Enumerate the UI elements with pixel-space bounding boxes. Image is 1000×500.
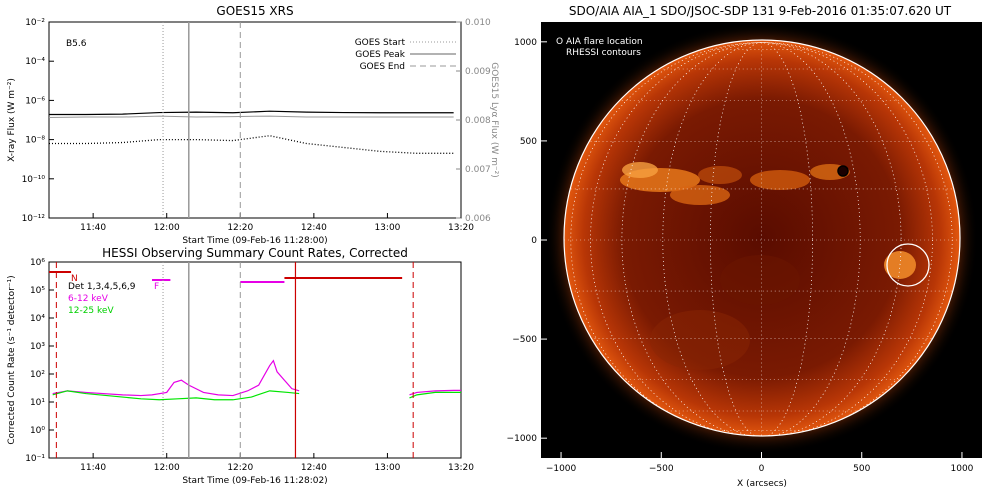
longitude-line xyxy=(570,42,953,436)
aia-y-tick-label: −500 xyxy=(512,335,537,345)
aia-title: SDO/AIA AIA_1 SDO/JSOC-SDP 131 9-Feb-201… xyxy=(569,4,952,18)
longitude-line xyxy=(590,42,933,436)
hessi-y-ticks: 10⁶ 10⁵ 10⁴ 10³ 10² 10¹ 10⁰ 10⁻¹ xyxy=(25,258,54,464)
goes-short-channel-line xyxy=(49,135,454,154)
goes-long-channel-line xyxy=(49,110,454,116)
aia-x-tick-label: 1000 xyxy=(951,464,974,474)
goes-x-ticks: 11:40 12:00 12:20 12:40 13:00 13:20 xyxy=(80,213,474,233)
hessi-x-tick-label: 13:20 xyxy=(448,463,474,473)
hessi-y-tick-label: 10⁵ xyxy=(30,286,45,296)
goes-y2-axis-label: GOES15 Lyα Flux (W m⁻²) xyxy=(489,62,499,178)
hessi-y-tick-label: 10⁶ xyxy=(30,258,45,268)
hessi-flare-flag: F xyxy=(154,282,159,292)
hessi-title: HESSI Observing Summary Count Rates, Cor… xyxy=(102,246,408,260)
goes-x-tick-label: 13:20 xyxy=(448,223,474,233)
legend-12-25-kev: 12-25 keV xyxy=(68,306,114,316)
hessi-plot-frame xyxy=(48,261,462,459)
legend-goes-peak: GOES Peak xyxy=(355,50,405,60)
aia-flare-location-marker xyxy=(837,165,849,177)
hessi-series-line xyxy=(409,389,461,396)
legend-6-12-kev: 6-12 keV xyxy=(68,294,109,304)
hessi-y-tick-label: 10² xyxy=(30,370,45,380)
goes-y2-tick-label: 0.008 xyxy=(465,116,491,126)
goes-y2-tick-label: 0.009 xyxy=(465,67,491,77)
aia-y-tick-label: 500 xyxy=(520,137,537,147)
hessi-x-tick-label: 12:40 xyxy=(301,463,327,473)
goes-title: GOES15 XRS xyxy=(216,4,293,18)
aia-y-ticks: 1000 500 0 −500 −1000 xyxy=(507,38,547,444)
goes-y2-tick-label: 0.006 xyxy=(465,214,491,224)
goes-y-tick-label: 10⁻⁸ xyxy=(25,136,45,146)
longitude-line xyxy=(621,42,902,436)
goes-x-axis-label: Start Time (09-Feb-16 11:28:00) xyxy=(182,236,327,246)
aia-y-tick-label: 0 xyxy=(531,236,537,246)
hessi-legend: Det 1,3,4,5,6,9 6-12 keV 12-25 keV xyxy=(68,282,136,316)
hessi-y-tick-label: 10⁻¹ xyxy=(25,454,45,464)
goes-panel: GOES15 XRS 10⁻² 10⁻⁴ 10⁻⁶ 10⁻⁸ 10⁻¹⁰ 10⁻¹² 0.… xyxy=(7,4,499,246)
hessi-x-axis-label: Start Time (09-Feb-16 11:28:02) xyxy=(182,476,327,486)
goes-legend: GOES Start GOES Peak GOES End xyxy=(355,38,456,72)
hessi-x-tick-label: 12:20 xyxy=(227,463,253,473)
goes-x-tick-label: 12:00 xyxy=(154,223,180,233)
aia-x-ticks: −1000 −500 0 500 1000 xyxy=(546,452,974,474)
aia-sun-image xyxy=(546,22,978,454)
legend-goes-end: GOES End xyxy=(360,62,405,72)
goes-y-tick-label: 10⁻⁴ xyxy=(25,57,45,67)
solar-limb xyxy=(563,39,961,437)
heliographic-grid xyxy=(564,42,959,436)
hessi-y-tick-label: 10⁰ xyxy=(30,426,45,436)
goes-event-lines xyxy=(162,22,241,218)
goes-class-annotation: B5.6 xyxy=(66,39,87,49)
aia-x-tick-label: 500 xyxy=(853,464,870,474)
hessi-y-tick-label: 10³ xyxy=(30,342,45,352)
hessi-series xyxy=(52,359,461,401)
aia-x-tick-label: −1000 xyxy=(546,464,577,474)
goes-y-tick-label: 10⁻¹⁰ xyxy=(22,175,46,185)
legend-goes-start: GOES Start xyxy=(355,38,406,48)
hessi-x-tick-label: 12:00 xyxy=(154,463,180,473)
hessi-event-lines xyxy=(55,262,414,458)
goes-x-tick-label: 12:20 xyxy=(227,223,253,233)
goes-y-axis-label: X-ray Flux (W m⁻²) xyxy=(7,78,17,162)
hessi-attenuator-bars xyxy=(49,271,403,283)
hessi-x-tick-label: 11:40 xyxy=(80,463,106,473)
legend-aia-flare-location: O AIA flare location xyxy=(556,37,643,47)
longitude-line xyxy=(710,42,813,436)
goes-x-tick-label: 12:40 xyxy=(301,223,327,233)
aia-y-tick-label: −1000 xyxy=(507,434,538,444)
goes-lya-line xyxy=(49,115,454,119)
goes-series xyxy=(49,110,454,154)
hessi-x-tick-label: 13:00 xyxy=(374,463,400,473)
hessi-series-line xyxy=(52,390,300,401)
goes-y2-ticks: 0.010 0.009 0.008 0.007 0.006 xyxy=(456,18,491,224)
hessi-y-tick-label: 10⁴ xyxy=(30,314,45,324)
hessi-night-flag: N xyxy=(71,274,78,284)
legend-detectors: Det 1,3,4,5,6,9 xyxy=(68,282,136,292)
goes-y2-tick-label: 0.010 xyxy=(465,18,491,28)
goes-y-tick-label: 10⁻¹² xyxy=(22,214,46,224)
hessi-y-axis-label: Corrected Count Rate (s⁻¹ detector⁻¹) xyxy=(7,275,17,444)
aia-x-axis-label: X (arcsecs) xyxy=(737,479,787,489)
goes-y-tick-label: 10⁻⁶ xyxy=(25,96,45,106)
goes-x-tick-label: 13:00 xyxy=(374,223,400,233)
aia-panel: SDO/AIA AIA_1 SDO/JSOC-SDP 131 9-Feb-201… xyxy=(507,4,982,489)
rhessi-contour xyxy=(886,243,930,287)
hessi-y-tick-label: 10¹ xyxy=(30,398,45,408)
hessi-panel: HESSI Observing Summary Count Rates, Cor… xyxy=(7,246,474,486)
legend-rhessi-contours: RHESSI contours xyxy=(566,48,641,58)
aia-x-tick-label: −500 xyxy=(649,464,674,474)
goes-x-tick-label: 11:40 xyxy=(80,223,106,233)
aia-y-tick-label: 1000 xyxy=(514,38,537,48)
hessi-series-line xyxy=(52,359,300,397)
goes-y2-tick-label: 0.007 xyxy=(465,165,491,175)
goes-y-tick-label: 10⁻² xyxy=(25,18,45,28)
hessi-series-line xyxy=(409,391,461,399)
aia-x-tick-label: 0 xyxy=(759,464,765,474)
aia-legend: O AIA flare location RHESSI contours xyxy=(556,37,643,58)
goes-y-ticks: 10⁻² 10⁻⁴ 10⁻⁶ 10⁻⁸ 10⁻¹⁰ 10⁻¹² xyxy=(22,18,54,224)
hessi-x-ticks: 11:40 12:00 12:20 12:40 13:00 13:20 xyxy=(80,453,474,473)
